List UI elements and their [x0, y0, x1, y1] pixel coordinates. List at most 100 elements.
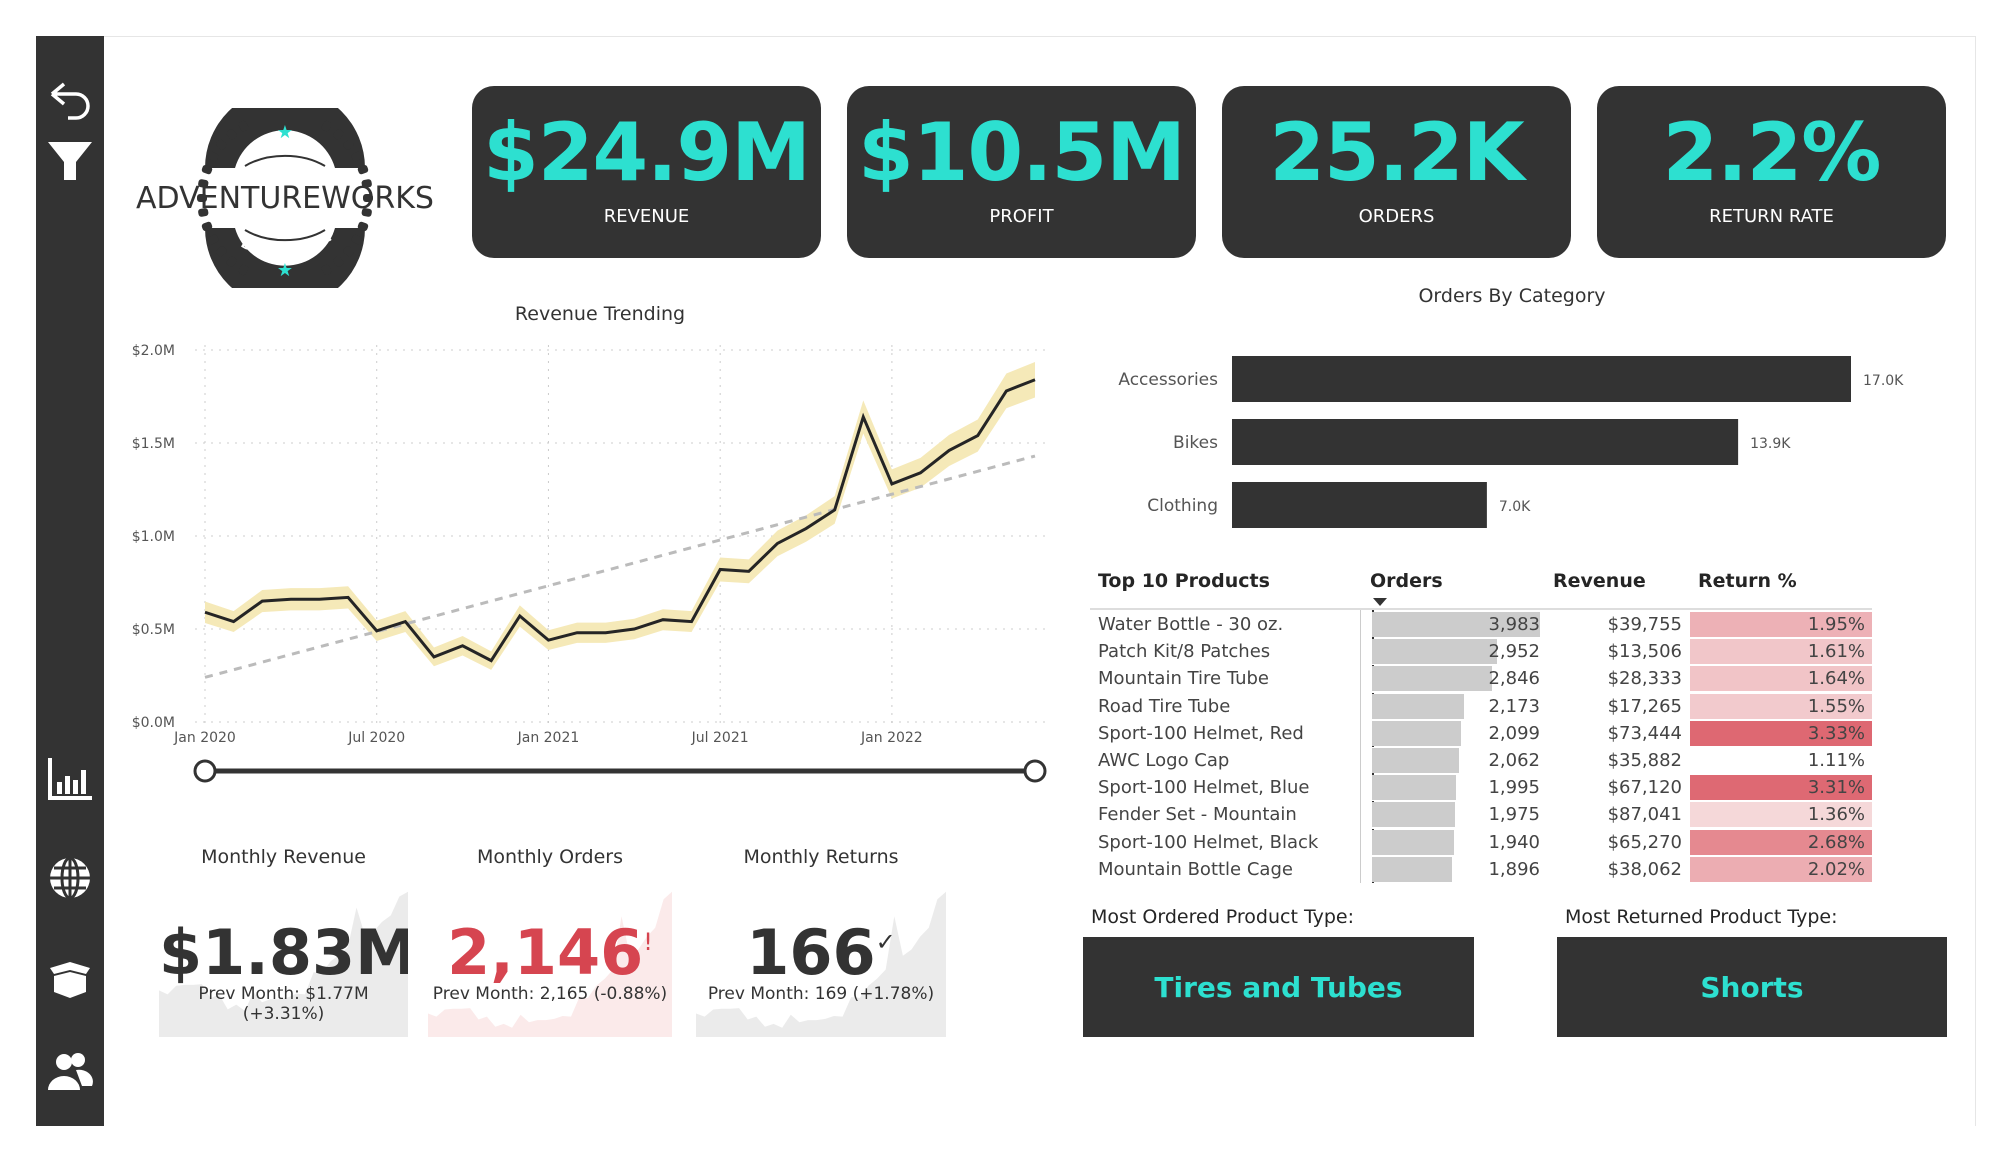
data-point[interactable]: [832, 507, 838, 513]
monthly-title: Monthly Orders: [476, 846, 623, 868]
return-value: 1.61%: [1807, 641, 1865, 663]
table-row[interactable]: AWC Logo Cap 2,062 $35,882 1.11%: [1090, 747, 1880, 774]
sort-desc-icon: [1373, 598, 1387, 606]
data-point[interactable]: [860, 414, 866, 420]
most-ordered-card: Tires and Tubes: [1083, 937, 1474, 1037]
category-bar[interactable]: [1232, 482, 1487, 528]
data-point[interactable]: [431, 654, 437, 660]
col-header-revenue[interactable]: Revenue: [1553, 570, 1646, 592]
data-point[interactable]: [316, 596, 322, 602]
table-row[interactable]: Water Bottle - 30 oz. 3,983 $39,755 1.95…: [1090, 611, 1880, 638]
date-slider-end-handle[interactable]: [1023, 759, 1047, 783]
orders-databar: [1372, 666, 1492, 692]
table-row[interactable]: Road Tire Tube 2,173 $17,265 1.55%: [1090, 693, 1880, 720]
data-point[interactable]: [774, 540, 780, 546]
return-heat-cell: [1690, 666, 1872, 692]
products-page-button[interactable]: [46, 954, 94, 1002]
category-bar[interactable]: [1232, 419, 1739, 465]
table-row[interactable]: Sport-100 Helmet, Black 1,940 $65,270 2.…: [1090, 829, 1880, 856]
data-point[interactable]: [803, 526, 809, 532]
orders-value: 1,995: [1488, 777, 1540, 799]
y-tick-label: $1.5M: [132, 436, 175, 452]
orders-value: 2,099: [1488, 722, 1540, 744]
map-page-button[interactable]: [46, 854, 94, 902]
kpi-label: ORDERS: [1358, 206, 1435, 227]
return-value: 1.55%: [1807, 695, 1865, 717]
table-row[interactable]: Patch Kit/8 Patches 2,952 $13,506 1.61%: [1090, 638, 1880, 665]
table-row[interactable]: Sport-100 Helmet, Red 2,099 $73,444 3.33…: [1090, 720, 1880, 747]
product-name: Patch Kit/8 Patches: [1098, 641, 1271, 663]
data-point[interactable]: [1032, 377, 1038, 383]
data-point[interactable]: [574, 630, 580, 636]
monthly-value: 2,146: [447, 916, 644, 989]
data-point[interactable]: [402, 619, 408, 625]
return-value: 1.64%: [1807, 668, 1865, 690]
sidebar: [36, 36, 104, 1126]
col-header-orders[interactable]: Orders: [1370, 570, 1443, 592]
data-point[interactable]: [288, 596, 294, 602]
alert-icon: !: [643, 928, 653, 956]
orders-databar: [1372, 856, 1452, 882]
globe-icon: [50, 856, 90, 900]
category-label: Accessories: [1118, 370, 1218, 390]
data-point[interactable]: [545, 637, 551, 643]
orders-databar: [1372, 802, 1455, 828]
kpi-card-return-rate: 2.2% RETURN RATE: [1597, 86, 1946, 258]
orders-value: 2,173: [1488, 695, 1540, 717]
product-name: Water Bottle - 30 oz.: [1098, 614, 1284, 635]
return-heat-cell: [1690, 748, 1872, 773]
orders-value: 1,896: [1488, 858, 1540, 880]
bar-value-label: 13.9K: [1750, 436, 1791, 452]
category-bar[interactable]: [1232, 356, 1851, 402]
date-slider-start-handle[interactable]: [193, 759, 217, 783]
data-point[interactable]: [889, 481, 895, 487]
product-name: Sport-100 Helmet, Red: [1098, 722, 1304, 744]
customers-page-button[interactable]: [46, 1048, 94, 1096]
data-point[interactable]: [488, 658, 494, 664]
data-point[interactable]: [918, 470, 924, 476]
filter-button[interactable]: [46, 136, 94, 184]
data-point[interactable]: [202, 609, 208, 615]
x-tick-label: Jan 2021: [517, 730, 580, 746]
back-button[interactable]: [46, 78, 94, 126]
x-tick-label: Jan 2020: [173, 730, 236, 746]
orders-by-category-chart[interactable]: Accessories 17.0K Bikes 13.9K Clothing 7.0K: [1080, 340, 1960, 540]
forecast-band: [205, 362, 1035, 670]
data-point[interactable]: [660, 617, 666, 623]
data-point[interactable]: [231, 619, 237, 625]
col-header-return[interactable]: Return %: [1698, 570, 1797, 592]
return-heat-cell: [1690, 612, 1872, 637]
monthly-kpi-card: 2,146! Prev Month: 2,165 (-0.88%): [428, 880, 672, 1037]
kpi-label: PROFIT: [989, 206, 1054, 227]
data-point[interactable]: [746, 568, 752, 574]
data-point[interactable]: [1003, 388, 1009, 394]
data-point[interactable]: [259, 598, 265, 604]
table-row[interactable]: Mountain Bottle Cage 1,896 $38,062 2.02%: [1090, 856, 1880, 883]
data-point[interactable]: [345, 594, 351, 600]
analytics-page-button[interactable]: [46, 754, 94, 802]
kpi-label: RETURN RATE: [1709, 206, 1834, 227]
revenue-trend-chart[interactable]: $0.0M $0.5M $1.0M $1.5M $2.0M Jan 2020 Jul 202…: [0, 0, 1060, 800]
orders-databar: [1372, 612, 1540, 637]
revenue-value: $65,270: [1607, 831, 1682, 853]
table-row[interactable]: Sport-100 Helmet, Blue 1,995 $67,120 3.3…: [1090, 774, 1880, 801]
revenue-value: $39,755: [1607, 614, 1682, 635]
data-point[interactable]: [460, 643, 466, 649]
orders-databar: [1372, 693, 1464, 719]
sparkline-fill: [159, 891, 408, 1037]
data-point[interactable]: [374, 628, 380, 634]
data-point[interactable]: [603, 630, 609, 636]
kpi-value: 25.2K: [1269, 106, 1524, 199]
category-label: Clothing: [1147, 496, 1218, 516]
data-point[interactable]: [517, 613, 523, 619]
report-canvas: [36, 36, 1976, 1126]
col-header-product[interactable]: Top 10 Products: [1098, 570, 1270, 592]
data-point[interactable]: [717, 566, 723, 572]
table-row[interactable]: Fender Set - Mountain 1,975 $87,041 1.36…: [1090, 801, 1880, 828]
data-point[interactable]: [946, 447, 952, 453]
data-point[interactable]: [631, 626, 637, 632]
box-icon: [50, 962, 90, 998]
data-point[interactable]: [689, 619, 695, 625]
table-row[interactable]: Mountain Tire Tube 2,846 $28,333 1.64%: [1090, 665, 1880, 692]
data-point[interactable]: [975, 433, 981, 439]
